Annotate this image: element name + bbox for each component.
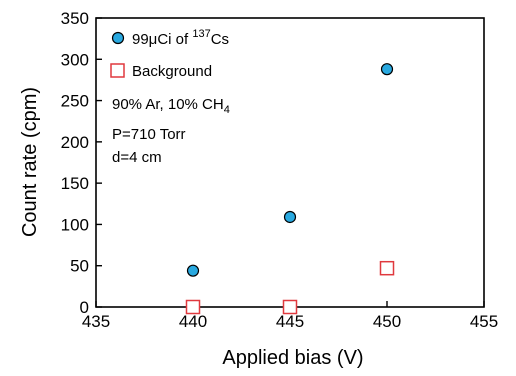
pressure-note: P=710 Torr — [112, 126, 186, 143]
point-cs137-0 — [186, 264, 200, 277]
y-tick-label-7: 350 — [61, 9, 89, 28]
point-background-2 — [379, 260, 395, 276]
y-tick-label-3: 150 — [61, 174, 89, 193]
y-tick-label-5: 250 — [61, 92, 89, 111]
legend-marker-background — [110, 63, 125, 78]
x-tick-label-1: 440 — [179, 312, 207, 331]
y-axis-title: Count rate (cpm) — [19, 87, 41, 237]
y-tick-label-1: 50 — [70, 257, 89, 276]
x-tick-label-3: 450 — [373, 312, 401, 331]
x-tick-label-4: 455 — [470, 312, 498, 331]
legend: 99μCi of 137Cs Background — [110, 28, 229, 80]
y-tick-label-2: 100 — [61, 215, 89, 234]
point-cs137-2 — [380, 63, 394, 76]
y-tick-label-0: 0 — [80, 298, 89, 317]
legend-label-cs137-sup: 137 — [192, 28, 210, 40]
y-tick-label-4: 200 — [61, 133, 89, 152]
legend-label-cs137-suffix: Cs — [211, 31, 229, 48]
legend-label-cs137: 99μCi of 137Cs — [132, 28, 229, 48]
distance-note: d=4 cm — [112, 149, 162, 166]
x-tick-label-0: 435 — [82, 312, 110, 331]
gas-mixture-prefix: 90% Ar, 10% CH — [112, 96, 224, 113]
gas-mixture-note: 90% Ar, 10% CH4 — [112, 96, 230, 116]
y-tick-label-6: 300 — [61, 50, 89, 69]
point-background-0 — [185, 299, 201, 315]
x-axis-title: Applied bias (V) — [222, 347, 363, 369]
point-cs137-1 — [283, 210, 297, 224]
legend-marker-cs137 — [111, 31, 125, 45]
legend-label-background: Background — [132, 63, 212, 80]
legend-label-cs137-prefix: 99μCi of — [132, 31, 192, 48]
gas-mixture-sub: 4 — [224, 104, 230, 116]
plot-area: 435 440 445 450 455 0 50 100 150 200 250 300 350 — [61, 9, 499, 331]
point-background-1 — [282, 299, 298, 315]
x-tick-label-2: 445 — [276, 312, 304, 331]
